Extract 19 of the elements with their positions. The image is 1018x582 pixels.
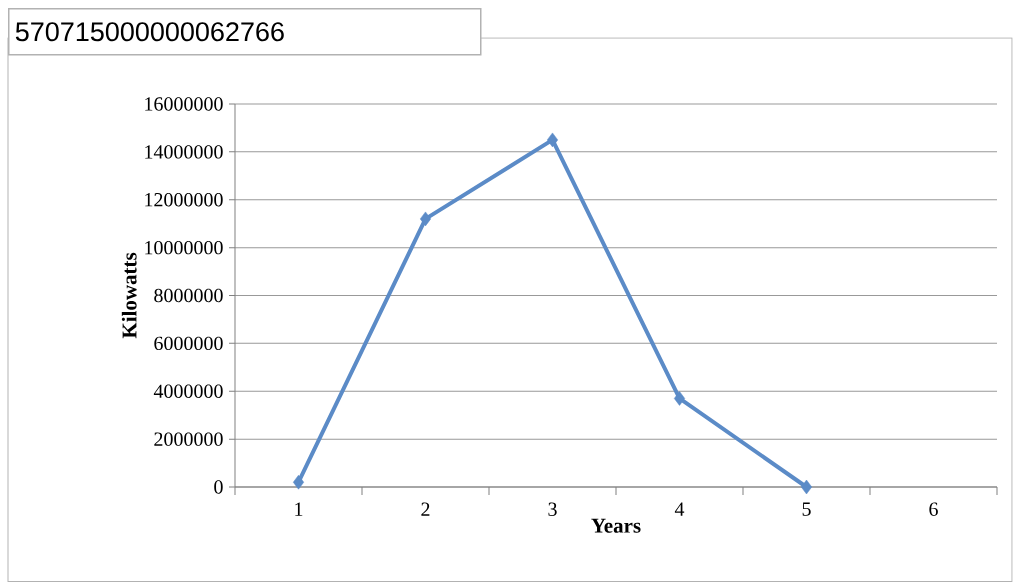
y-tick-label: 16000000 [145, 97, 223, 111]
y-tick-label: 4000000 [153, 384, 223, 398]
y-axis-title: Kilowatts [121, 252, 137, 339]
y-tick-label: 8000000 [154, 288, 223, 303]
text: 570715000000062766 [15, 22, 284, 42]
x-tick-label: 3 [548, 502, 557, 516]
y-tick-label: 0 [214, 480, 223, 494]
x-tick-label: 4 [674, 502, 685, 516]
y-tick-label: 2000000 [154, 432, 223, 446]
x-tick-label: 2 [421, 502, 430, 516]
y-tick-label: 14000000 [145, 145, 223, 159]
y-tick-label: 10000000 [145, 240, 223, 255]
x-axis-title: Years [591, 518, 641, 533]
x-tick-label: 5 [802, 502, 811, 516]
x-tick-label: 1 [295, 502, 303, 516]
y-tick-label: 6000000 [154, 336, 223, 351]
x-tick-label: 6 [929, 502, 938, 516]
point [674, 391, 685, 406]
y-tick-label: 12000000 [145, 193, 223, 207]
